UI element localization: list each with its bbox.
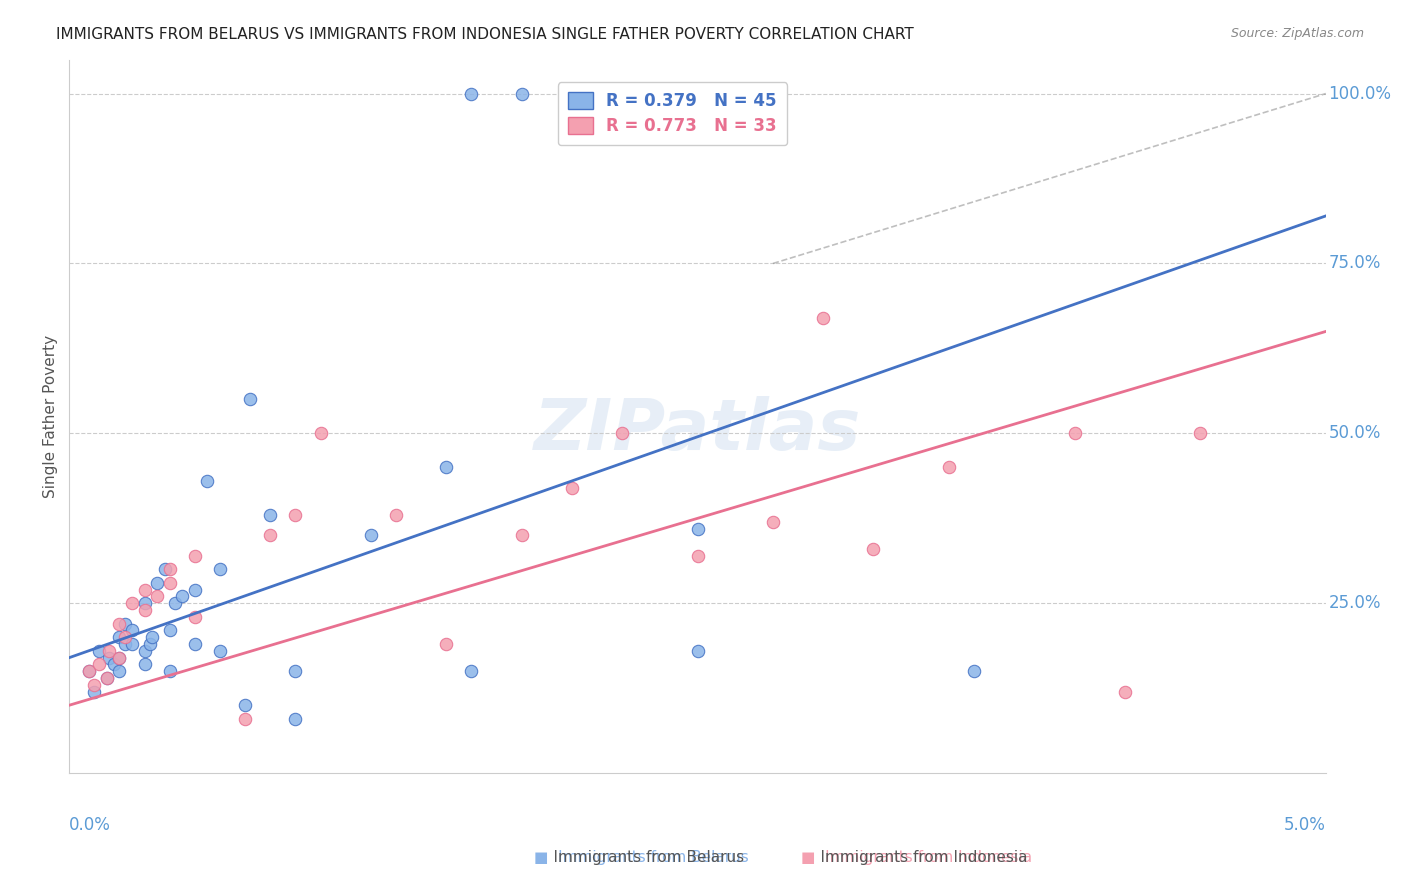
Point xyxy=(686,644,709,658)
Text: 100.0%: 100.0% xyxy=(1329,85,1392,103)
Point xyxy=(510,87,533,101)
Point xyxy=(134,657,156,672)
Point xyxy=(561,87,583,101)
Text: Immigrants from Indonesia: Immigrants from Indonesia xyxy=(801,850,1028,865)
Point xyxy=(103,657,125,672)
Point xyxy=(460,665,482,679)
Text: 25.0%: 25.0% xyxy=(1329,594,1381,612)
Point xyxy=(686,87,709,101)
Text: IMMIGRANTS FROM BELARUS VS IMMIGRANTS FROM INDONESIA SINGLE FATHER POVERTY CORRE: IMMIGRANTS FROM BELARUS VS IMMIGRANTS FR… xyxy=(56,27,914,42)
Point xyxy=(108,650,131,665)
Point xyxy=(98,650,121,665)
Point xyxy=(610,426,633,441)
Text: 50.0%: 50.0% xyxy=(1329,425,1381,442)
Point xyxy=(686,522,709,536)
Point xyxy=(233,698,256,713)
Point xyxy=(121,637,143,651)
Point xyxy=(284,508,307,522)
Point xyxy=(259,508,281,522)
Point xyxy=(233,712,256,726)
Point xyxy=(108,665,131,679)
Point xyxy=(134,596,156,610)
Point xyxy=(184,610,207,624)
Point xyxy=(121,624,143,638)
Text: 75.0%: 75.0% xyxy=(1329,254,1381,272)
Point xyxy=(360,528,382,542)
Point xyxy=(762,515,785,529)
Point xyxy=(309,426,332,441)
Point xyxy=(114,616,136,631)
Legend: R = 0.379   N = 45, R = 0.773   N = 33: R = 0.379 N = 45, R = 0.773 N = 33 xyxy=(558,82,787,145)
Text: ■  Immigrants from Belarus: ■ Immigrants from Belarus xyxy=(534,850,749,865)
Point xyxy=(89,657,111,672)
Point xyxy=(89,644,111,658)
Point xyxy=(460,87,482,101)
Point xyxy=(98,644,121,658)
Point xyxy=(138,637,160,651)
Point xyxy=(83,684,105,698)
Point xyxy=(159,562,181,576)
Point xyxy=(284,712,307,726)
Point xyxy=(96,671,118,685)
Point xyxy=(134,582,156,597)
Point xyxy=(134,603,156,617)
Point xyxy=(510,528,533,542)
Text: ■  Immigrants from Indonesia: ■ Immigrants from Indonesia xyxy=(801,850,1032,865)
Point xyxy=(134,644,156,658)
Point xyxy=(121,596,143,610)
Point xyxy=(184,549,207,563)
Point xyxy=(114,637,136,651)
Point xyxy=(108,630,131,644)
Point xyxy=(114,630,136,644)
Text: Source: ZipAtlas.com: Source: ZipAtlas.com xyxy=(1230,27,1364,40)
Point xyxy=(146,590,169,604)
Text: 0.0%: 0.0% xyxy=(69,816,111,834)
Point xyxy=(284,665,307,679)
Point xyxy=(184,582,207,597)
Point xyxy=(1189,426,1212,441)
Point xyxy=(172,590,194,604)
Point xyxy=(141,630,163,644)
Point xyxy=(197,474,219,488)
Point xyxy=(938,460,960,475)
Y-axis label: Single Father Poverty: Single Father Poverty xyxy=(44,334,58,498)
Point xyxy=(208,562,231,576)
Point xyxy=(434,637,457,651)
Point xyxy=(686,549,709,563)
Point xyxy=(239,392,262,407)
Point xyxy=(811,310,834,325)
Point xyxy=(79,665,101,679)
Point xyxy=(208,644,231,658)
Point xyxy=(108,616,131,631)
Point xyxy=(259,528,281,542)
Point xyxy=(561,481,583,495)
Text: ZIPatlas: ZIPatlas xyxy=(534,396,862,465)
Point xyxy=(83,678,105,692)
Point xyxy=(963,665,986,679)
Point xyxy=(163,596,186,610)
Point xyxy=(159,575,181,590)
Point xyxy=(434,460,457,475)
Point xyxy=(108,650,131,665)
Text: Immigrants from Belarus: Immigrants from Belarus xyxy=(534,850,744,865)
Point xyxy=(862,541,884,556)
Point xyxy=(79,665,101,679)
Point xyxy=(184,637,207,651)
Point xyxy=(561,87,583,101)
Point xyxy=(1063,426,1085,441)
Point xyxy=(96,671,118,685)
Point xyxy=(1114,684,1136,698)
Point xyxy=(159,665,181,679)
Text: 5.0%: 5.0% xyxy=(1284,816,1326,834)
Point xyxy=(159,624,181,638)
Point xyxy=(146,575,169,590)
Point xyxy=(385,508,408,522)
Point xyxy=(153,562,176,576)
